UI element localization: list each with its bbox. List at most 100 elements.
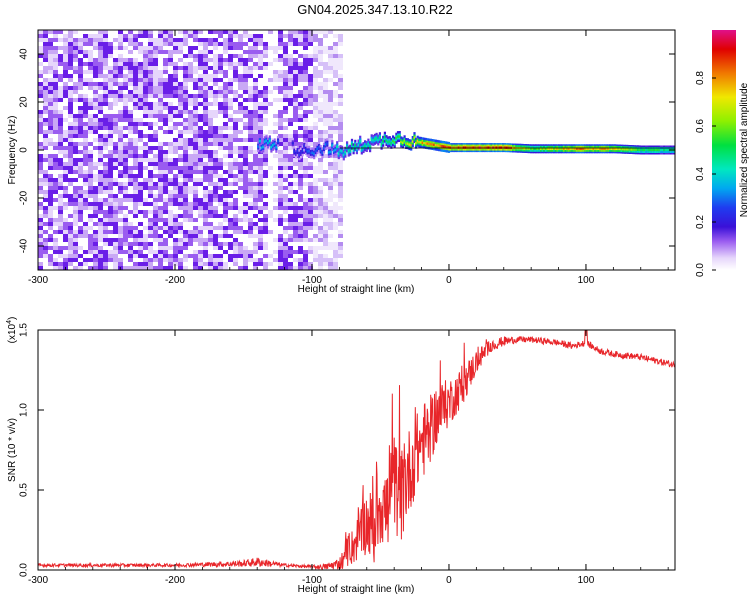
- spectrogram-cell: [238, 194, 243, 198]
- spectrogram-cell: [53, 166, 58, 170]
- spectrogram-cell: [328, 46, 333, 50]
- spectrogram-cell: [88, 234, 93, 238]
- spectrogram-cell: [178, 154, 183, 158]
- spectrogram-cell: [38, 110, 43, 114]
- spectrogram-cell: [243, 30, 248, 34]
- spectrogram-cell: [333, 42, 338, 46]
- spectrogram-cell: [93, 70, 98, 74]
- spectrogram-cell: [173, 130, 178, 134]
- spectrogram-cell: [48, 114, 53, 118]
- spectrogram-cell: [38, 194, 43, 198]
- spectrogram-cell: [58, 262, 63, 266]
- spectrogram-cell: [188, 78, 193, 82]
- spectrogram-cell: [338, 182, 343, 186]
- spectrogram-cell: [68, 190, 73, 194]
- spectrogram-cell: [188, 34, 193, 38]
- spectrogram-cell: [48, 142, 53, 146]
- spectrogram-cell: [83, 186, 88, 190]
- spectrogram-cell: [193, 70, 198, 74]
- spectrogram-cell: [293, 218, 298, 222]
- spectrogram-cell: [293, 42, 298, 46]
- spectrogram-cell: [273, 114, 278, 118]
- signal-core: [276, 140, 280, 143]
- spectrogram-cell: [208, 174, 213, 178]
- snr-series-line: [38, 330, 675, 570]
- signal-core: [452, 146, 455, 149]
- spectrogram-cell: [253, 70, 258, 74]
- spectrogram-cell: [93, 182, 98, 186]
- spectrogram-cell: [193, 254, 198, 258]
- spectrogram-cell: [118, 30, 123, 34]
- spectrogram-cell: [113, 102, 118, 106]
- spectrogram-cell: [53, 182, 58, 186]
- spectrogram-cell: [178, 258, 183, 262]
- spectrogram-cell: [103, 254, 108, 258]
- spectrogram-cell: [173, 206, 178, 210]
- spectrogram-cell: [68, 86, 73, 90]
- signal-core: [362, 146, 365, 149]
- spectrogram-cell: [73, 218, 78, 222]
- spectrogram-cell: [83, 86, 88, 90]
- spectrogram-cell: [218, 110, 223, 114]
- spectrogram-cell: [218, 186, 223, 190]
- spectrogram-cell: [233, 182, 238, 186]
- spectrogram-cell: [73, 258, 78, 262]
- spectrogram-cell: [63, 134, 68, 138]
- spectrogram-cell: [208, 242, 213, 246]
- spectrogram-cell: [258, 34, 263, 38]
- spectrogram-cell: [338, 130, 343, 134]
- spectrogram-cell: [198, 42, 203, 46]
- spectrogram-cell: [208, 122, 213, 126]
- spectrogram-cell: [333, 266, 338, 270]
- spectrogram-cell: [323, 38, 328, 42]
- spectrogram-cell: [248, 214, 253, 218]
- spectrogram-cell: [223, 98, 228, 102]
- spectrogram-cell: [248, 42, 253, 46]
- spectrogram-cell: [293, 134, 298, 138]
- spectrogram-cell: [68, 254, 73, 258]
- spectrogram-cell: [63, 86, 68, 90]
- spectrogram-cell: [168, 186, 173, 190]
- spectrogram-cell: [78, 154, 83, 158]
- spectrogram-cell: [233, 130, 238, 134]
- spectrogram-cell: [153, 70, 158, 74]
- spectrogram-cell: [288, 66, 293, 70]
- spectrogram-cell: [113, 130, 118, 134]
- signal-core: [661, 148, 664, 152]
- spectrogram-cell: [243, 74, 248, 78]
- spectrogram-cell: [138, 182, 143, 186]
- spectrogram-cell: [338, 230, 343, 234]
- spectrogram-cell: [83, 214, 88, 218]
- spectrogram-cell: [313, 82, 318, 86]
- spectrogram-cell: [178, 42, 183, 46]
- spectrogram-cell: [153, 78, 158, 82]
- spectrogram-cell: [93, 98, 98, 102]
- spectrogram-cell: [198, 178, 203, 182]
- spectrogram-cell: [243, 178, 248, 182]
- spectrogram-cell: [88, 202, 93, 206]
- spectrogram-cell: [298, 170, 303, 174]
- spectrogram-cell: [158, 126, 163, 130]
- spectrogram-cell: [213, 46, 218, 50]
- spectrogram-cell: [43, 46, 48, 50]
- spectrogram-cell: [288, 78, 293, 82]
- spectrogram-cell: [303, 198, 308, 202]
- spectrogram-cell: [73, 98, 78, 102]
- spectrogram-cell: [333, 98, 338, 102]
- spectrogram-cell: [203, 202, 208, 206]
- spectrogram-cell: [228, 246, 233, 250]
- spectrogram-cell: [168, 66, 173, 70]
- spectrogram-cell: [263, 66, 268, 70]
- spectrogram-cell: [233, 190, 238, 194]
- spectrogram-cell: [73, 102, 78, 106]
- spectrogram-cell: [323, 82, 328, 86]
- x-tick-label: -100: [302, 275, 322, 286]
- spectrogram-cell: [248, 150, 253, 154]
- spectrogram-cell: [233, 78, 238, 82]
- spectrogram-cell: [103, 42, 108, 46]
- spectrogram-cell: [143, 222, 148, 226]
- spectrogram-cell: [303, 238, 308, 242]
- spectrogram-cell: [253, 30, 258, 34]
- spectrogram-cell: [188, 142, 193, 146]
- spectrogram-cell: [303, 134, 308, 138]
